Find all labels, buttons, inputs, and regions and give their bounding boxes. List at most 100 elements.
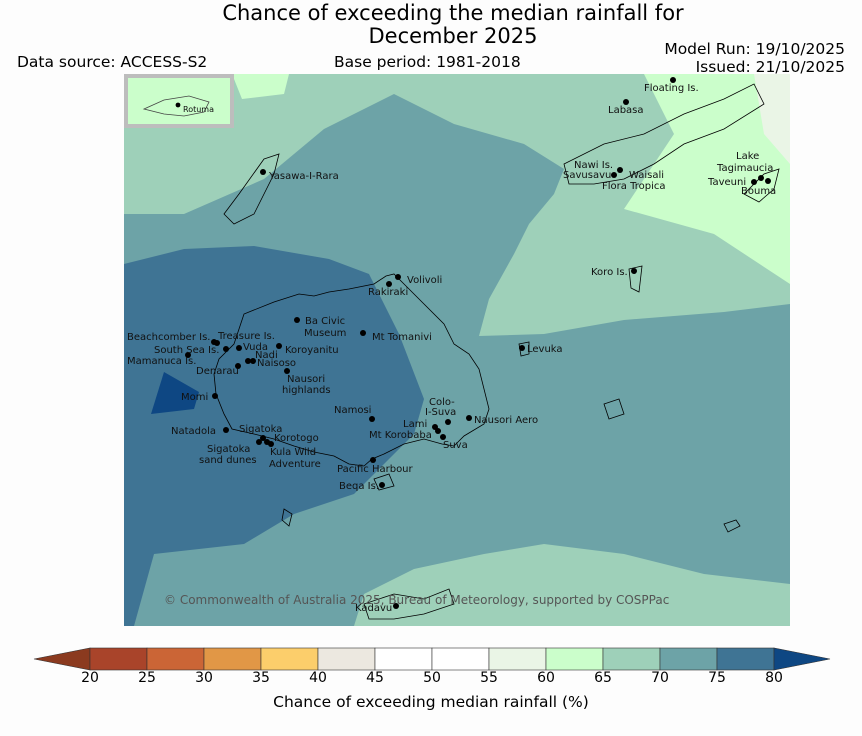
- label-highlands: highlands: [282, 385, 331, 396]
- colorbar-tick-label: 80: [765, 670, 783, 686]
- marker-treasure: [214, 340, 220, 346]
- marker-nausori-highlands: [284, 368, 290, 374]
- marker-levuka: [519, 345, 525, 351]
- map-title: Chance of exceeding the median rainfall …: [0, 2, 862, 48]
- kadavu-coast: [363, 588, 455, 620]
- label-savusavu: Savusavu: [563, 170, 611, 181]
- label-yasawa: Yasawa-I-Rara: [268, 171, 339, 182]
- label-mt-tomanivi: Mt Tomanivi: [372, 332, 432, 343]
- marker-taveuni: [751, 179, 757, 185]
- marker-denarau: [235, 363, 241, 369]
- colorbar-segment: [431, 647, 490, 671]
- contour-75-80: [124, 246, 424, 554]
- label-labasa: Labasa: [608, 105, 644, 116]
- marker-natadola: [223, 427, 229, 433]
- colorbar-segment: [146, 647, 205, 671]
- marker-sigatoka: [260, 435, 266, 441]
- colorbar-tick-label: 30: [195, 670, 213, 686]
- label-sand-dunes: sand dunes: [199, 455, 257, 466]
- colorbar-extend-low: [33, 647, 91, 671]
- contour-above-80: [151, 372, 199, 414]
- label-nadi: Nadi: [255, 350, 278, 361]
- label-vuda: Vuda: [243, 342, 268, 353]
- label-tagimaucia: Tagimaucia: [716, 163, 773, 174]
- label-flora-tropica: Flora Tropica: [602, 181, 665, 192]
- contour-60-65-ne: [624, 74, 790, 284]
- label-treasure: Treasure Is.: [217, 331, 275, 342]
- label-rakiraki: Rakiraki: [368, 287, 408, 298]
- marker-colo-i-suva: [445, 419, 451, 425]
- colorbar: [33, 647, 831, 671]
- marker-nawi: [617, 167, 623, 173]
- colorbar-tick-label: 35: [252, 670, 270, 686]
- marker-south-sea: [223, 346, 229, 352]
- label-kadavu: Kadavu: [355, 603, 392, 614]
- label-colo: Colo-: [429, 397, 455, 408]
- label-mamanuca: Mamanuca Is.: [127, 356, 196, 367]
- marker-floating-is: [670, 77, 676, 83]
- marker-koroyanitu: [276, 343, 282, 349]
- model-run: Model Run: 19/10/2025: [664, 40, 845, 58]
- marker-savusavu: [611, 172, 617, 178]
- colorbar-tick-label: 20: [81, 670, 99, 686]
- island-coast-sw: [281, 508, 293, 527]
- contour-65-70-south: [354, 544, 790, 626]
- marker-naisoso: [250, 358, 256, 364]
- colorbar-segment: [716, 647, 775, 671]
- label-volivoli: Volivoli: [407, 275, 442, 286]
- marker-rakiraki: [386, 281, 392, 287]
- marker-sigatoka-dunes: [256, 439, 262, 445]
- label-koroyanitu: Koroyanitu: [285, 345, 339, 356]
- title-line-2: December 2025: [368, 24, 538, 48]
- marker-momi: [212, 393, 218, 399]
- colorbar-segment: [602, 647, 661, 671]
- label-koro: Koro Is.: [591, 267, 628, 278]
- data-source: Data source: ACCESS-S2: [17, 53, 208, 71]
- label-sigatoka: Sigatoka: [239, 424, 282, 435]
- colorbar-segment: [488, 647, 547, 671]
- ovalau-coast: [518, 341, 530, 357]
- marker-pacific-harbour: [370, 457, 376, 463]
- marker-bouma: [765, 178, 771, 184]
- marker-mamanuca: [185, 352, 191, 358]
- label-nausori-aero: Nausori Aero: [474, 415, 538, 426]
- label-museum: Museum: [304, 328, 346, 339]
- colorbar-segment: [260, 647, 319, 671]
- koro-coast: [628, 265, 643, 293]
- label-south-sea: South Sea Is.: [154, 345, 219, 356]
- colorbar-tick-label: 55: [480, 670, 498, 686]
- coastlines: [213, 83, 780, 620]
- label-kula-wild: Kula Wild: [270, 447, 316, 458]
- label-sigatoka-2: Sigatoka: [207, 444, 250, 455]
- inset-frame: [124, 74, 234, 128]
- colorbar-segment: [89, 647, 148, 671]
- colorbar-segment: [659, 647, 718, 671]
- label-lami: Lami: [403, 419, 427, 430]
- label-nausori: Nausori: [287, 374, 325, 385]
- rotuma-inset: Rotuma: [124, 74, 234, 128]
- marker-kadavu: [393, 603, 399, 609]
- label-waisali: Waisali: [629, 170, 664, 181]
- island-coast-east: [603, 398, 625, 420]
- vanua-levu-coast: [563, 83, 765, 185]
- label-beqa: Beqa Is.: [339, 481, 379, 492]
- marker-lake-tagimaucia: [758, 175, 764, 181]
- rotuma-outline: [142, 95, 210, 117]
- colorbar-tick-label: 50: [423, 670, 441, 686]
- marker-koro: [631, 268, 637, 274]
- marker-mt-korobaba: [435, 428, 441, 434]
- rainfall-map: Rotuma: [124, 74, 790, 626]
- marker-labasa: [623, 99, 629, 105]
- label-naisoso: Naisoso: [257, 358, 296, 369]
- label-suva: Suva: [443, 440, 468, 451]
- copyright-notice: © Commonwealth of Australia 2025, Bureau…: [164, 593, 669, 607]
- marker-nausori-aero: [466, 415, 472, 421]
- label-levuka: Levuka: [527, 344, 563, 355]
- marker-mt-tomanivi: [360, 330, 366, 336]
- marker-yasawa: [260, 169, 266, 175]
- marker-volivoli: [395, 274, 401, 280]
- label-adventure: Adventure: [269, 459, 321, 470]
- colorbar-tick-label: 60: [537, 670, 555, 686]
- label-natadola: Natadola: [171, 426, 216, 437]
- label-nawi: Nawi Is.: [574, 160, 613, 171]
